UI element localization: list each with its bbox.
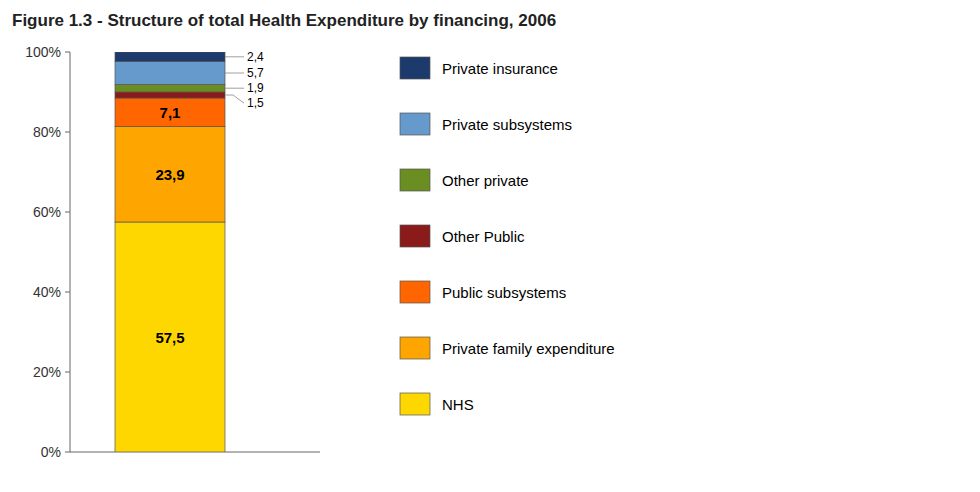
legend-swatch [400,169,430,191]
y-tick-label: 80% [33,124,61,140]
title: Figure 1.3 - Structure of total Health E… [12,11,556,30]
data-label: 5,7 [247,66,264,80]
legend: Private insurance Private subsystems Other… [400,57,615,415]
legend-label: Public subsystems [442,284,566,301]
leader-line [225,95,244,103]
data-labels: 57,5 23,9 7,1 2,4 5,71,91,5 [155,50,264,346]
legend-label: Private insurance [442,60,558,77]
y-tick-label: 0% [41,444,61,460]
bar-segment [115,62,225,85]
data-label: 1,5 [247,96,264,110]
y-tick [65,372,70,373]
legend-swatch [400,57,430,79]
y-tick [65,132,70,133]
legend-swatch [400,225,430,247]
legend-label: Private subsystems [442,116,572,133]
legend-swatch [400,337,430,359]
bar-segment [115,92,225,98]
data-label: 23,9 [155,166,184,183]
y-tick-label: 40% [33,284,61,300]
bars [115,52,225,452]
y-tick-label: 60% [33,204,61,220]
data-label: 57,5 [155,329,184,346]
y-tick-label: 20% [33,364,61,380]
legend-label: NHS [442,396,474,413]
leader-line [225,88,244,89]
bar-segment [115,98,225,126]
legend-swatch [400,393,430,415]
legend-label: Other private [442,172,529,189]
y-tick [65,452,70,453]
data-label: 2,4 [247,50,264,64]
y-axis-line [70,52,71,452]
bar-segment [115,52,225,62]
legend-label: Other Public [442,228,525,245]
data-label: 7,1 [160,104,181,121]
legend-label: Private family expenditure [442,340,615,357]
y-tick [65,52,70,53]
data-label: 1,9 [247,81,264,95]
leader-line [225,56,244,57]
legend-swatch [400,281,430,303]
y-tick [65,212,70,213]
y-tick [65,292,70,293]
chart: Figure 1.3 - Structure of total Health E… [0,0,980,492]
bar-segment [115,222,225,452]
y-tick-label: 100% [25,44,61,60]
bar-segment [115,84,225,92]
legend-swatch [400,113,430,135]
leader-line [225,73,244,74]
bar-segment [115,126,225,222]
y-axis: 0% 20% 40% 60% 80% 100% [25,44,320,460]
